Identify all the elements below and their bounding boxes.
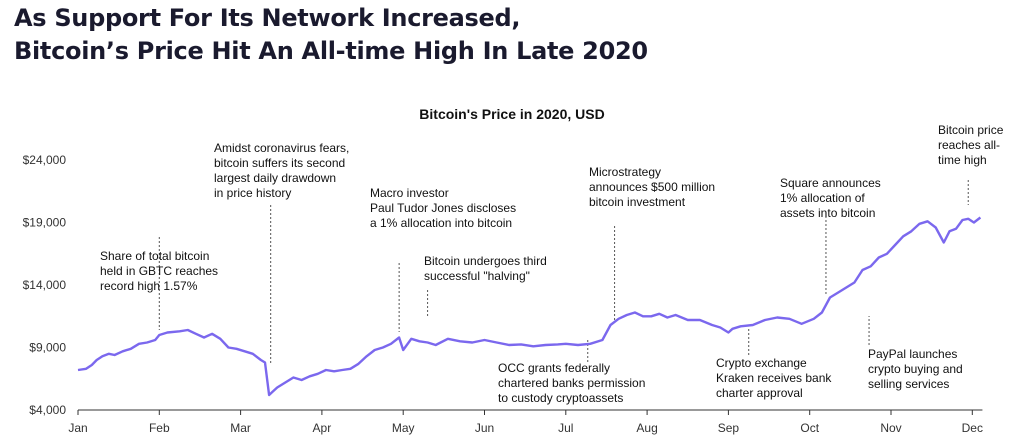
annotation-halving: Bitcoin undergoes third successful "halvi… [424, 254, 547, 283]
annotation-leader-lines [158, 180, 969, 363]
annotation-kraken: Crypto exchange Kraken receives bank chart… [716, 356, 832, 400]
price-series-line [77, 216, 982, 397]
chart-title: Bitcoin's Price in 2020, USD [419, 106, 604, 122]
x-tick-label: May [392, 421, 415, 435]
annotation-ath: Bitcoin price reaches all-time high [938, 123, 1004, 167]
x-tick-label: Apr [313, 421, 332, 435]
x-tick-label: Mar [230, 421, 251, 435]
y-tick-label: $24,000 [23, 153, 67, 167]
y-tick-label: $14,000 [23, 278, 67, 292]
headline-line-2: Bitcoin’s Price Hit An All-time High In … [14, 37, 648, 65]
annotation-microstrategy: Microstrategy announces $500 million bitco… [589, 165, 715, 209]
x-tick-label: Jan [68, 421, 87, 435]
y-tick-label: $4,000 [29, 403, 66, 417]
annotation-labels: Share of total bitcoin held in GBTC reach… [100, 123, 1004, 405]
x-tick-label: Feb [149, 421, 170, 435]
annotation-occ: OCC grants federally chartered banks perm… [498, 361, 645, 405]
annotation-gbtc: Share of total bitcoin held in GBTC reach… [100, 249, 218, 293]
y-axis-ticks: $4,000 $9,000 $14,000 $19,000 $24,000 [23, 153, 67, 417]
x-axis-ticks: Jan Feb Mar Apr May Jun Jul Aug Sep Oct Nov Dec [68, 410, 983, 435]
x-tick-label: Jul [558, 421, 573, 435]
x-tick-label: Jun [475, 421, 494, 435]
annotation-covid: Amidst coronavirus fears, bitcoin suffers… [214, 141, 349, 200]
headline: As Support For Its Network Increased, Bi… [14, 2, 648, 68]
annotation-square: Square announces 1% allocation of assets i… [780, 176, 881, 220]
annotation-paypal: PayPal launches crypto buying and selling … [868, 347, 963, 391]
x-tick-label: Oct [800, 421, 819, 435]
x-tick-label: Aug [636, 421, 657, 435]
x-tick-label: Sep [718, 421, 740, 435]
y-tick-label: $9,000 [29, 341, 66, 355]
y-tick-label: $19,000 [23, 216, 67, 230]
x-tick-label: Nov [880, 421, 901, 435]
annotation-ptj: Macro investor Paul Tudor Jones discloses… [370, 186, 516, 230]
headline-line-1: As Support For Its Network Increased, [14, 4, 521, 32]
x-tick-label: Dec [962, 421, 983, 435]
